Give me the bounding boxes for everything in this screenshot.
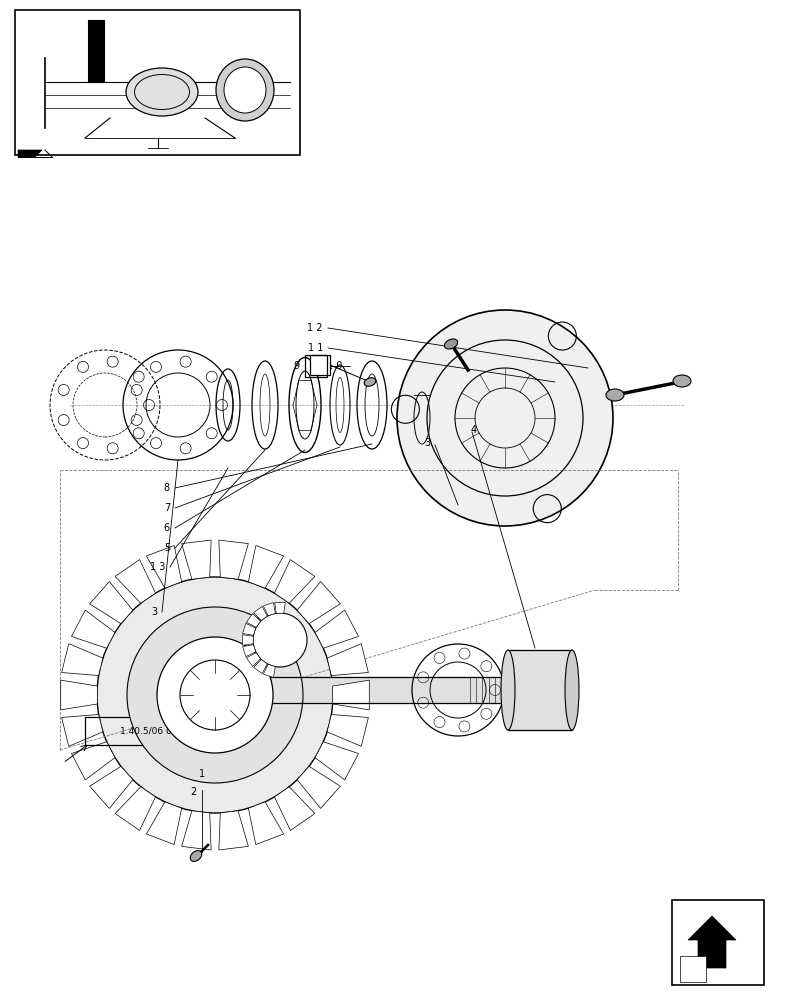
Ellipse shape [224,67,266,113]
Ellipse shape [216,59,273,121]
Polygon shape [253,659,267,674]
Text: 7: 7 [164,503,169,513]
Polygon shape [274,560,315,603]
Polygon shape [687,916,735,968]
Bar [15,10,299,155]
Polygon shape [89,582,133,624]
Polygon shape [248,545,283,588]
Ellipse shape [364,378,375,386]
Polygon shape [263,603,275,616]
Text: 6: 6 [164,523,169,533]
Circle shape [97,577,333,813]
Bar [679,956,705,982]
Text: 9: 9 [294,361,299,371]
Bar [85,717,212,745]
Bar [672,900,763,985]
Text: 4: 4 [470,425,476,435]
Polygon shape [219,540,248,579]
Polygon shape [115,560,156,603]
Polygon shape [71,742,115,780]
Polygon shape [248,802,283,845]
Circle shape [157,637,272,753]
Polygon shape [242,645,255,657]
Polygon shape [62,644,103,676]
Polygon shape [247,653,260,666]
Ellipse shape [444,339,457,349]
Polygon shape [115,787,156,830]
Polygon shape [297,766,340,808]
Circle shape [127,607,303,783]
Polygon shape [71,610,115,648]
Ellipse shape [564,650,578,730]
Polygon shape [247,614,260,627]
Polygon shape [333,680,369,710]
Bar [88,20,104,82]
Text: 3: 3 [423,438,430,448]
Bar [305,355,327,377]
Polygon shape [18,150,42,157]
Polygon shape [146,545,182,588]
Text: 2: 2 [191,787,197,797]
Text: 1.40.5/06 02: 1.40.5/06 02 [120,726,178,736]
Polygon shape [219,811,248,850]
Polygon shape [182,811,211,850]
Ellipse shape [190,851,201,861]
Text: 8: 8 [164,483,169,493]
Text: 1 2: 1 2 [307,323,323,333]
Polygon shape [327,714,368,746]
Circle shape [397,310,612,526]
Polygon shape [315,742,358,780]
Text: 1 3: 1 3 [149,562,165,572]
Bar [508,650,571,730]
Polygon shape [327,644,368,676]
Polygon shape [89,766,133,808]
Polygon shape [263,664,275,677]
Polygon shape [274,602,285,613]
Polygon shape [182,540,211,579]
Circle shape [253,613,307,667]
Text: 1 0: 1 0 [327,361,342,371]
Text: 1: 1 [199,769,204,779]
Text: 1 1: 1 1 [307,343,323,353]
Polygon shape [242,635,253,645]
Polygon shape [61,680,97,710]
Polygon shape [274,787,315,830]
Ellipse shape [672,375,690,387]
Polygon shape [297,582,340,624]
Polygon shape [253,606,267,621]
Ellipse shape [605,389,623,401]
Text: 3: 3 [151,607,157,617]
Polygon shape [62,714,103,746]
Polygon shape [242,623,255,635]
Polygon shape [146,802,182,845]
Bar [310,355,329,375]
Text: 5: 5 [164,543,169,553]
Ellipse shape [500,650,514,730]
Polygon shape [315,610,358,648]
Ellipse shape [126,68,198,116]
